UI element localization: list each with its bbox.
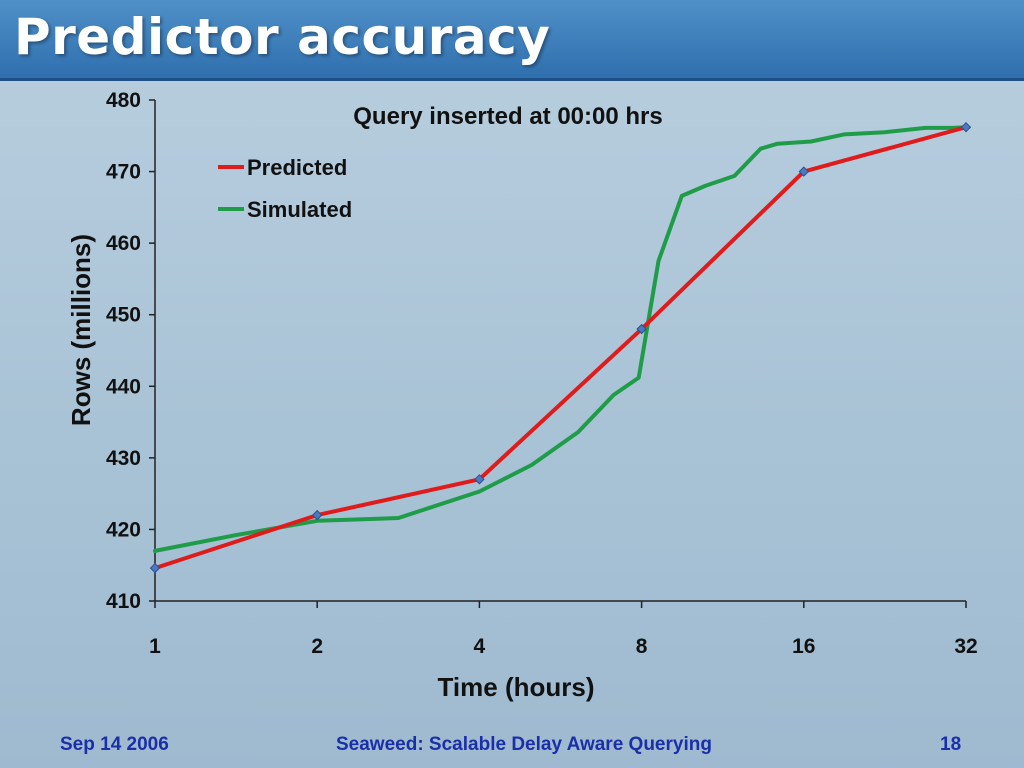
footer-presentation-title: Seaweed: Scalable Delay Aware Querying — [336, 734, 712, 755]
x-axis-label: Time (hours) — [438, 672, 595, 702]
y-tick-label: 450 — [106, 304, 141, 327]
data-point-predicted — [311, 509, 323, 521]
y-tick-label: 420 — [106, 518, 141, 541]
x-tick-label: 1 — [149, 635, 161, 658]
data-point-predicted — [149, 562, 161, 574]
y-axis-label: Rows (millions) — [66, 234, 96, 426]
legend-label-predicted: Predicted — [247, 155, 347, 180]
slide-title: Predictor accuracy — [14, 8, 551, 66]
data-point-predicted — [636, 323, 647, 335]
title-bar: Predictor accuracy — [0, 0, 1024, 81]
footer-page-number: 18 — [940, 734, 962, 755]
x-tick-label: 8 — [636, 635, 648, 658]
footer-date: Sep 14 2006 — [60, 734, 169, 755]
y-tick-label: 480 — [106, 89, 141, 112]
y-tick-label: 410 — [106, 590, 141, 613]
x-tick-label: 16 — [792, 635, 815, 658]
x-tick-label: 4 — [474, 635, 486, 658]
y-tick-label: 430 — [106, 447, 141, 470]
x-tick-label: 32 — [954, 635, 977, 658]
line-chart: 410 420 430 440 450 460 470 480 1 2 4 8 16 32 Query in… — [66, 89, 978, 702]
series-line-simulated — [153, 125, 968, 553]
chart-title: Query inserted at 00:00 hrs — [353, 103, 662, 130]
y-tick-label: 470 — [106, 161, 141, 184]
data-point-predicted — [960, 121, 972, 133]
legend-label-simulated: Simulated — [247, 197, 352, 222]
y-tick-label: 460 — [106, 232, 141, 255]
data-point-predicted — [474, 474, 485, 485]
series-line-predicted — [153, 125, 968, 571]
y-tick-label: 440 — [106, 375, 141, 398]
x-tick-label: 2 — [311, 635, 323, 658]
data-point-predicted — [798, 166, 810, 177]
